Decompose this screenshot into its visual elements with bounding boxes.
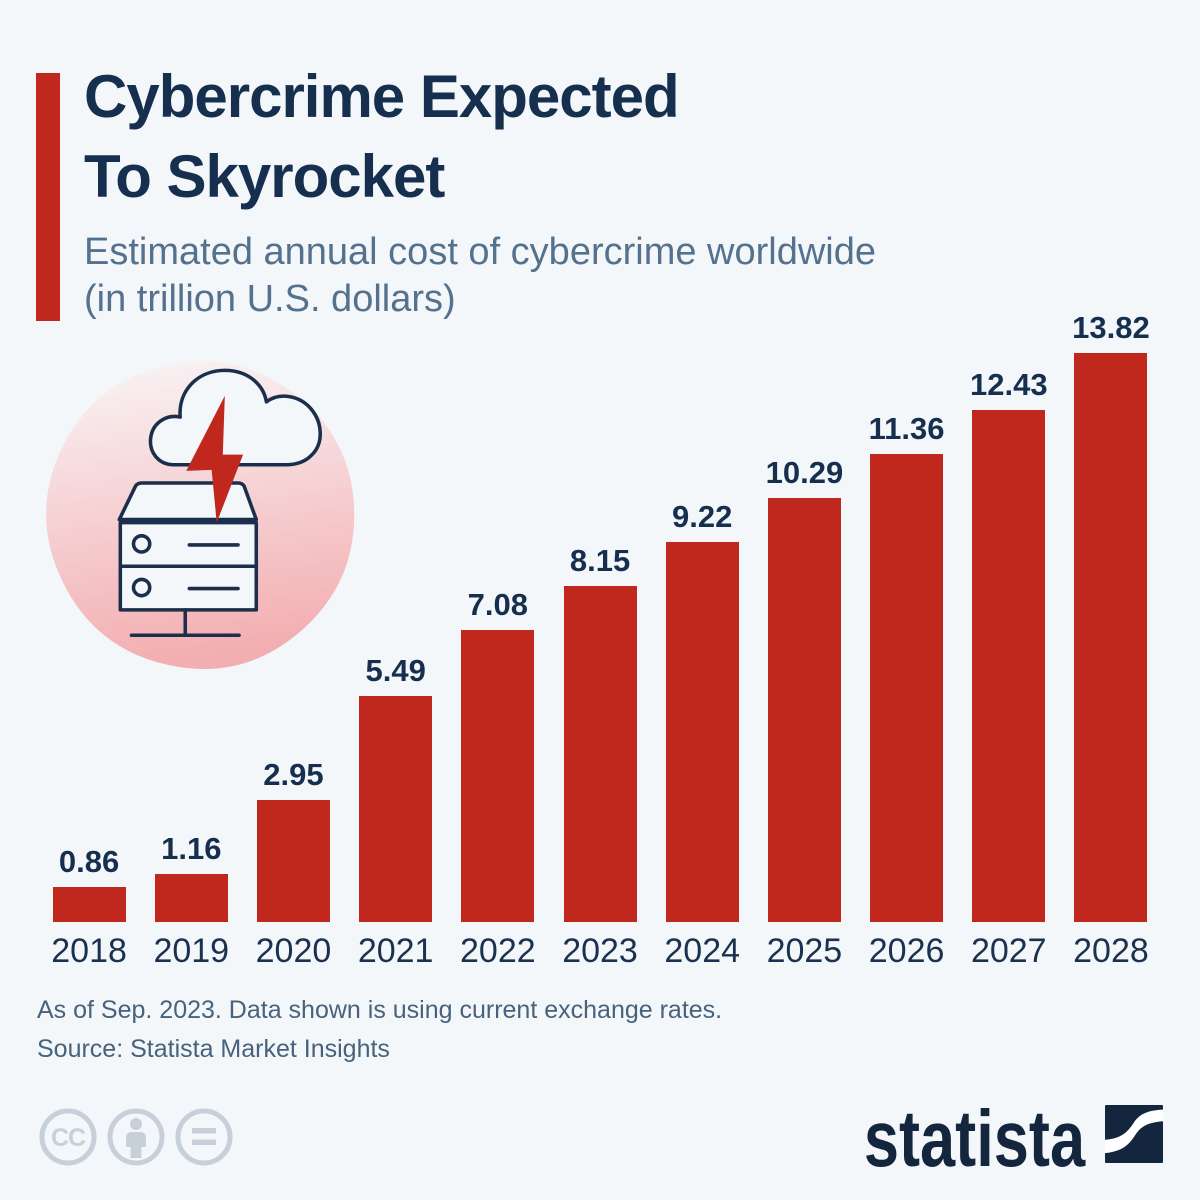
- bar-year-label: 2023: [562, 931, 638, 970]
- bar: [665, 542, 739, 922]
- bar-column: 7.08 2022: [447, 587, 549, 980]
- bar: [972, 410, 1046, 922]
- page-subtitle-line2: (in trillion U.S. dollars): [84, 278, 456, 320]
- page-title-line2: To Skyrocket: [84, 143, 445, 210]
- bar-column: 9.22 2024: [651, 499, 753, 980]
- statista-logo-text: statista: [863, 1094, 1085, 1183]
- bar: [461, 630, 535, 922]
- page-subtitle-line1: Estimated annual cost of cybercrime worl…: [84, 231, 877, 273]
- bar-year-label: 2028: [1073, 931, 1149, 970]
- bar-chart: 0.86 2018 1.16 2019 2.95 2020 5.49 2021 7.08 2022…: [38, 0, 1162, 980]
- cloud-lightning-server-icon: [46, 361, 355, 670]
- bar-column: 2.95 2020: [242, 757, 344, 980]
- bar-year-label: 2025: [766, 931, 843, 970]
- bar-value-label: 7.08: [467, 587, 529, 622]
- bar: [767, 498, 841, 922]
- cc-icon: CC: [39, 1108, 97, 1166]
- page-title-line1: Cybercrime Expected: [84, 63, 680, 130]
- bar-column: 5.49 2021: [345, 653, 447, 980]
- server-icon: [117, 481, 259, 638]
- bar-column: 10.29 2025: [753, 455, 855, 980]
- bar: [52, 887, 126, 922]
- bar-value-label: 8.15: [569, 543, 631, 578]
- bar-value-label: 9.22: [672, 499, 733, 534]
- bar-year-label: 2018: [51, 931, 127, 970]
- bar-value-label: 13.82: [1072, 310, 1150, 345]
- page-title: Cybercrime Expected To Skyrocket: [84, 57, 680, 217]
- page-subtitle: Estimated annual cost of cybercrime worl…: [84, 229, 876, 323]
- bar: [1074, 353, 1148, 922]
- bar-value-label: 2.95: [263, 757, 324, 792]
- statista-logo-mark: [1105, 1105, 1163, 1163]
- cc-nd-icon: [175, 1108, 233, 1166]
- statista-logo: statista: [805, 1099, 1163, 1179]
- bar: [256, 800, 330, 922]
- title-accent-bar: [36, 73, 60, 321]
- bar-year-label: 2022: [460, 931, 536, 970]
- bar-value-label: 10.29: [765, 455, 844, 490]
- bar-year-label: 2027: [970, 931, 1047, 970]
- bar-year-label: 2024: [664, 931, 741, 970]
- bar-value-label: 12.43: [969, 367, 1048, 402]
- bar: [154, 874, 228, 922]
- bar-column: 11.36 2026: [856, 411, 958, 980]
- license-icons: CC: [39, 1108, 233, 1166]
- bar-column: 0.86 2018: [38, 844, 140, 980]
- footnote-asof: As of Sep. 2023. Data shown is using cur…: [37, 996, 723, 1024]
- bar-column: 8.15 2023: [549, 543, 651, 980]
- bar-value-label: 0.86: [58, 844, 120, 879]
- cc-by-icon: [107, 1108, 165, 1166]
- svg-text:CC: CC: [51, 1124, 86, 1152]
- lightning-icon: [186, 395, 244, 523]
- bar-year-label: 2026: [868, 931, 945, 970]
- footnote-source: Source: Statista Market Insights: [37, 1035, 390, 1063]
- bar-year-label: 2021: [357, 931, 434, 970]
- bar: [359, 696, 433, 922]
- bar-column: 12.43 2027: [958, 367, 1060, 980]
- bar: [870, 454, 944, 922]
- bar-value-label: 5.49: [365, 653, 426, 688]
- bar-year-label: 2020: [255, 931, 332, 970]
- cloud-icon: [148, 368, 322, 467]
- bar: [563, 586, 637, 922]
- bar-year-label: 2019: [153, 931, 230, 970]
- bar-column: 13.82 2028: [1060, 310, 1162, 980]
- bar-column: 1.16 2019: [140, 831, 242, 980]
- bar-value-label: 1.16: [161, 831, 222, 866]
- bar-value-label: 11.36: [868, 411, 945, 446]
